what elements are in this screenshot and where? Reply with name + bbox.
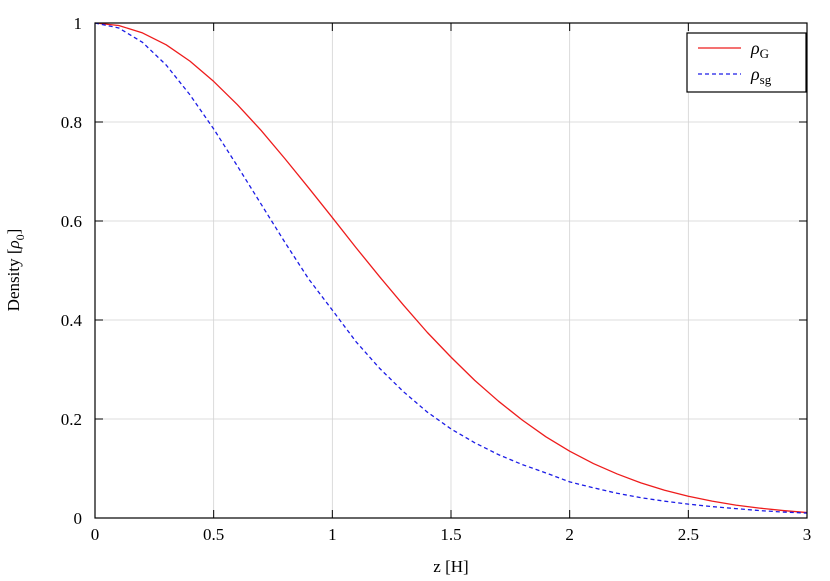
y-tick-label: 0.4 bbox=[61, 311, 83, 330]
y-axis-label: Density [ρ0] bbox=[4, 229, 27, 312]
tick-marks bbox=[94, 22, 808, 519]
grid-lines bbox=[95, 23, 807, 518]
series-line-rho-sg bbox=[94, 22, 808, 514]
x-tick-label: 0 bbox=[91, 525, 100, 544]
y-tick-label: 0.6 bbox=[61, 212, 82, 231]
tick-labels: 0 0.5 1 1.5 2 2.5 3 0 0.2 0.4 0.6 0.8 1 bbox=[61, 14, 812, 544]
legend-entry-rho-g: ρG bbox=[750, 38, 769, 61]
legend: ρG ρsg bbox=[686, 32, 807, 93]
legend-box bbox=[686, 32, 807, 93]
legend-subscript-rho-sg: sg bbox=[760, 72, 772, 87]
legend-subscript-rho-g: G bbox=[760, 46, 769, 61]
legend-entry-rho-sg: ρsg bbox=[750, 64, 772, 87]
y-tick-label: 0 bbox=[74, 509, 83, 528]
x-tick-label: 2.5 bbox=[678, 525, 699, 544]
y-axis-label-end: ] bbox=[4, 229, 23, 235]
legend-symbol-rho-g: ρ bbox=[750, 38, 760, 58]
y-axis-label-main: Density [ bbox=[4, 248, 23, 311]
x-tick-label: 3 bbox=[803, 525, 812, 544]
legend-symbol-rho-sg: ρ bbox=[750, 64, 760, 84]
x-tick-label: 2 bbox=[565, 525, 574, 544]
y-axis-label-subscript: 0 bbox=[13, 234, 27, 240]
y-tick-label: 1 bbox=[74, 14, 83, 33]
series-layer bbox=[94, 22, 808, 514]
y-axis-label-symbol: ρ bbox=[4, 240, 23, 249]
series-line-rho-g bbox=[94, 22, 808, 514]
y-tick-label: 0.2 bbox=[61, 410, 82, 429]
x-tick-label: 1 bbox=[328, 525, 337, 544]
x-tick-label: 0.5 bbox=[203, 525, 224, 544]
x-axis-label: z [H] bbox=[433, 557, 468, 576]
x-tick-label: 1.5 bbox=[440, 525, 461, 544]
y-tick-label: 0.8 bbox=[61, 113, 82, 132]
